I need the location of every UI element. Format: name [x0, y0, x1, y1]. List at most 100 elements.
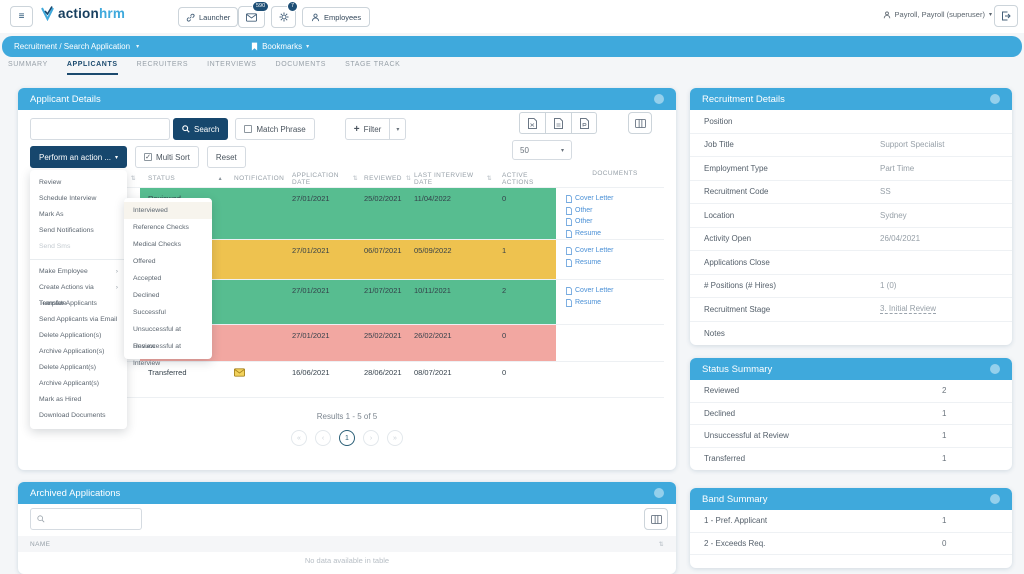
page-size-select[interactable]: 50 ▾ — [512, 140, 572, 160]
status-column-header[interactable]: STATUS ▴ — [148, 175, 222, 182]
gear-icon — [279, 12, 289, 22]
submenu-item-interviewed[interactable]: Interviewed — [124, 202, 212, 219]
reset-button[interactable]: Reset — [206, 146, 246, 168]
tab-interviews[interactable]: INTERVIEWS — [207, 61, 257, 68]
reviewed-column-header[interactable]: REVIEWED ⇅ — [364, 175, 412, 182]
chevron-down-icon: ▾ — [136, 44, 140, 50]
menu-item-delete-applicants[interactable]: Delete Applicant(s) — [39, 364, 97, 371]
collapse-toggle-icon[interactable] — [990, 94, 1000, 104]
panel-title: Recruitment Details — [702, 93, 785, 105]
active-actions-column-header[interactable]: ACTIVE ACTIONS — [502, 171, 534, 186]
bookmarks-menu[interactable]: Bookmarks ▾ — [251, 42, 309, 51]
tab-applicants[interactable]: APPLICANTS — [66, 61, 118, 75]
submenu-item-accepted[interactable]: Accepted — [133, 275, 162, 282]
application-date-column-header[interactable]: APPLICATION DATE ⇅ — [292, 171, 358, 186]
search-input[interactable] — [30, 118, 170, 140]
reviewed-cell: 06/07/2021 — [358, 240, 406, 279]
menu-item-send-notifications[interactable]: Send Notifications — [39, 227, 94, 234]
export-pdf-button[interactable] — [571, 112, 597, 134]
next-page-button[interactable]: › — [363, 430, 379, 446]
perform-action-dropdown-button[interactable]: Perform an action ... ▾ — [30, 146, 128, 168]
logout-button[interactable] — [994, 5, 1018, 27]
menu-item-download-documents[interactable]: Download Documents — [39, 412, 106, 419]
last-interview-column-header[interactable]: LAST INTERVIEW DATE ⇅ — [414, 171, 492, 186]
menu-item-send-applicants-via-email[interactable]: Send Applicants via Email — [39, 316, 118, 323]
first-page-button[interactable]: « — [291, 430, 307, 446]
page-1-button[interactable]: 1 — [339, 430, 355, 446]
documents-column-header[interactable]: DOCUMENTS — [556, 170, 664, 187]
collapse-toggle-icon[interactable] — [990, 364, 1000, 374]
archived-name-column-header[interactable]: NAME ⇅ — [18, 536, 676, 552]
sort-asc-icon[interactable]: ▴ — [218, 176, 222, 182]
table-row[interactable]: Declined 27/01/2021 06/07/2021 05/09/202… — [30, 240, 664, 280]
document-link[interactable]: Other — [566, 206, 664, 217]
prev-page-button[interactable]: ‹ — [315, 430, 331, 446]
breadcrumb[interactable]: Recruitment / Search Application — [14, 42, 131, 51]
settings-button[interactable] — [271, 6, 296, 28]
menu-item-review[interactable]: Review — [39, 179, 62, 186]
sort-icon[interactable]: ⇅ — [658, 541, 664, 548]
search-button[interactable]: Search — [173, 118, 229, 140]
menu-item-schedule-interview[interactable]: Schedule Interview — [39, 195, 97, 202]
submenu-item-unsuccessful-at-review[interactable]: Unsuccessful at Review — [133, 326, 181, 350]
launcher-button[interactable]: Launcher — [178, 7, 239, 27]
export-excel-button[interactable] — [519, 112, 545, 134]
submenu-item-medical-checks[interactable]: Medical Checks — [133, 241, 181, 248]
menu-item-create-actions-via-template[interactable]: Create Actions via Template › — [30, 280, 127, 307]
submenu-item-reference-checks[interactable]: Reference Checks — [133, 224, 189, 231]
document-link[interactable]: Resume — [566, 229, 664, 240]
document-link[interactable]: Resume — [566, 298, 664, 309]
multi-sort-toggle[interactable]: ✓ Multi Sort — [135, 146, 199, 168]
document-link[interactable]: Resume — [566, 258, 664, 269]
recruitment-stage-editable-value[interactable]: 3. Initial Review — [880, 304, 937, 315]
document-link[interactable]: Cover Letter — [566, 286, 664, 297]
menu-item-delete-applications[interactable]: Delete Application(s) — [39, 332, 102, 339]
user-icon — [883, 11, 891, 19]
collapse-toggle-icon[interactable] — [654, 94, 664, 104]
submenu-item-unsuccessful-at-interview[interactable]: Unsuccessful at Interview — [133, 343, 181, 367]
employees-label: Employees — [324, 12, 362, 22]
menu-item-archive-applicants[interactable]: Archive Applicant(s) — [39, 380, 100, 387]
archived-search-input[interactable] — [30, 508, 142, 530]
sort-icon[interactable]: ⇅ — [405, 176, 412, 182]
menu-item-archive-applications[interactable]: Archive Application(s) — [39, 348, 105, 355]
submenu-item-declined[interactable]: Declined — [133, 292, 160, 299]
documents-cell: Cover Letter Resume — [556, 280, 664, 324]
filter-dropdown-button[interactable]: ▾ — [390, 118, 407, 140]
document-link[interactable]: Other — [566, 217, 664, 228]
chevron-right-icon: › — [115, 268, 118, 275]
sort-icon[interactable]: ⇅ — [352, 176, 358, 182]
table-row[interactable]: Transferred 16/06/2021 28/06/2021 08/07/… — [30, 362, 664, 398]
notification-column-header[interactable]: NOTIFICATION — [234, 175, 285, 182]
mail-button[interactable] — [238, 6, 265, 28]
match-phrase-toggle[interactable]: Match Phrase — [235, 118, 315, 140]
menu-item-mark-as[interactable]: Mark As — [39, 211, 64, 218]
tab-summary[interactable]: SUMMARY — [8, 61, 48, 68]
user-menu[interactable]: Payroll, Payroll (superuser) ▾ — [883, 10, 992, 19]
panel-title: Band Summary — [702, 493, 768, 505]
collapse-toggle-icon[interactable] — [654, 488, 664, 498]
tab-stage-track[interactable]: STAGE TRACK — [345, 61, 401, 68]
tab-documents[interactable]: DOCUMENTS — [275, 61, 327, 68]
menu-item-transfer-applicants[interactable]: Transfer Applicants — [39, 300, 97, 307]
field-applications-close: Applications Close — [690, 251, 1012, 275]
chevron-down-icon: ▾ — [115, 154, 119, 161]
employees-button[interactable]: Employees — [302, 7, 371, 27]
hamburger-menu-button[interactable]: ≡ — [10, 6, 33, 27]
document-link[interactable]: Cover Letter — [566, 194, 664, 205]
submenu-item-offered[interactable]: Offered — [133, 258, 156, 265]
document-link[interactable]: Cover Letter — [566, 246, 664, 257]
menu-item-mark-as-hired[interactable]: Mark as Hired — [39, 396, 82, 403]
tab-recruiters[interactable]: RECRUITERS — [136, 61, 189, 68]
archived-columns-button[interactable] — [644, 508, 668, 530]
select-column-header[interactable]: ⇅ — [30, 170, 140, 187]
menu-item-make-employee[interactable]: Make Employee › — [30, 264, 127, 280]
sort-icon[interactable]: ⇅ — [486, 176, 492, 182]
export-csv-button[interactable] — [545, 112, 571, 134]
collapse-toggle-icon[interactable] — [990, 494, 1000, 504]
last-page-button[interactable]: » — [387, 430, 403, 446]
sort-icon[interactable]: ⇅ — [130, 176, 136, 182]
filter-button[interactable]: + Filter — [344, 118, 391, 140]
submenu-item-successful[interactable]: Successful — [133, 309, 166, 316]
columns-settings-button[interactable] — [628, 112, 652, 134]
